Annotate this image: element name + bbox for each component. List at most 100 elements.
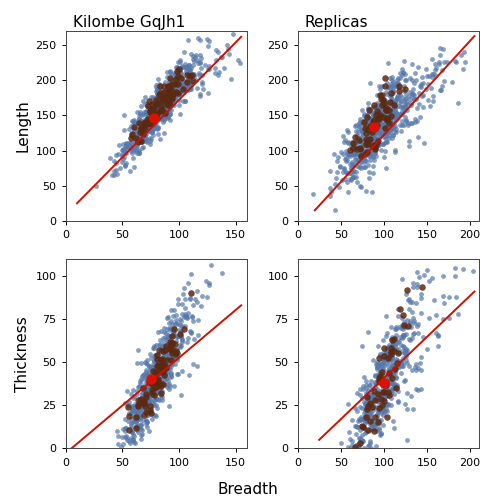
Point xyxy=(161,109,169,117)
Point xyxy=(334,152,342,160)
Point xyxy=(153,358,161,366)
Point xyxy=(385,374,393,382)
Point xyxy=(144,116,152,124)
Point xyxy=(136,127,144,135)
Point xyxy=(152,102,160,110)
Point xyxy=(385,358,393,366)
Point xyxy=(153,96,161,104)
Point xyxy=(405,92,413,100)
Point xyxy=(372,111,379,119)
Point xyxy=(391,334,399,342)
Point xyxy=(377,110,385,118)
Point xyxy=(396,332,404,340)
Point xyxy=(380,362,388,370)
Point xyxy=(406,336,414,344)
Point xyxy=(141,408,149,416)
Point xyxy=(359,138,367,146)
Point xyxy=(151,97,159,105)
Point xyxy=(388,76,396,84)
Point xyxy=(177,86,185,94)
Point xyxy=(129,154,137,162)
Point xyxy=(146,108,154,116)
Point xyxy=(159,104,167,112)
Point xyxy=(178,336,186,344)
Point xyxy=(165,402,173,410)
Point xyxy=(196,50,204,58)
Point xyxy=(146,112,154,120)
Point xyxy=(376,108,384,116)
Point xyxy=(357,126,365,134)
Point xyxy=(376,91,384,99)
Point xyxy=(186,294,194,302)
Point xyxy=(140,394,148,402)
Point xyxy=(155,362,163,370)
Point xyxy=(189,61,197,69)
Point xyxy=(161,333,169,341)
Point xyxy=(120,152,128,160)
Point xyxy=(357,142,365,150)
Point xyxy=(153,366,161,374)
Point xyxy=(379,129,387,137)
Point xyxy=(138,130,146,138)
Point xyxy=(148,386,156,394)
Point xyxy=(161,362,169,370)
Point xyxy=(149,379,157,387)
Point xyxy=(166,92,174,100)
Point xyxy=(166,345,174,353)
Point xyxy=(168,339,176,347)
Point xyxy=(366,137,374,145)
Point xyxy=(342,176,350,184)
Point xyxy=(393,344,401,352)
Point xyxy=(370,143,377,151)
Point xyxy=(377,109,385,117)
Point xyxy=(377,378,385,386)
Point xyxy=(150,401,158,409)
Point xyxy=(157,102,165,110)
Point xyxy=(147,118,155,126)
Point xyxy=(383,344,391,352)
Point xyxy=(374,142,382,150)
Point xyxy=(362,413,370,421)
Point xyxy=(380,124,388,132)
Point xyxy=(388,353,396,361)
Point xyxy=(158,348,166,356)
Point xyxy=(156,110,164,118)
Point xyxy=(342,147,350,155)
Point xyxy=(120,111,128,119)
Point xyxy=(410,91,418,99)
Point xyxy=(352,156,360,164)
Point xyxy=(378,90,386,98)
Point xyxy=(113,170,121,178)
Point xyxy=(171,90,179,98)
Point xyxy=(182,68,189,76)
Point xyxy=(146,372,154,380)
Point xyxy=(145,389,153,397)
Point xyxy=(398,110,406,118)
Point xyxy=(388,380,396,388)
Point xyxy=(130,146,138,154)
Point xyxy=(381,394,389,402)
Point xyxy=(146,104,154,112)
Point xyxy=(358,126,366,134)
Point xyxy=(123,434,131,442)
Point xyxy=(391,106,399,114)
Point xyxy=(392,322,400,330)
Point xyxy=(152,110,160,118)
Point xyxy=(127,424,135,432)
Point xyxy=(204,42,212,50)
Point xyxy=(138,144,146,152)
Point xyxy=(138,404,146,411)
Point xyxy=(363,113,371,121)
Point xyxy=(154,366,162,374)
Point xyxy=(388,386,396,394)
Point xyxy=(166,68,174,76)
Point xyxy=(147,363,155,371)
Point xyxy=(381,356,389,364)
Point xyxy=(382,129,390,137)
Point xyxy=(214,70,222,78)
Point xyxy=(393,76,401,84)
Point xyxy=(382,106,390,114)
Point xyxy=(193,316,201,324)
Point xyxy=(365,106,373,114)
Point xyxy=(374,136,382,144)
